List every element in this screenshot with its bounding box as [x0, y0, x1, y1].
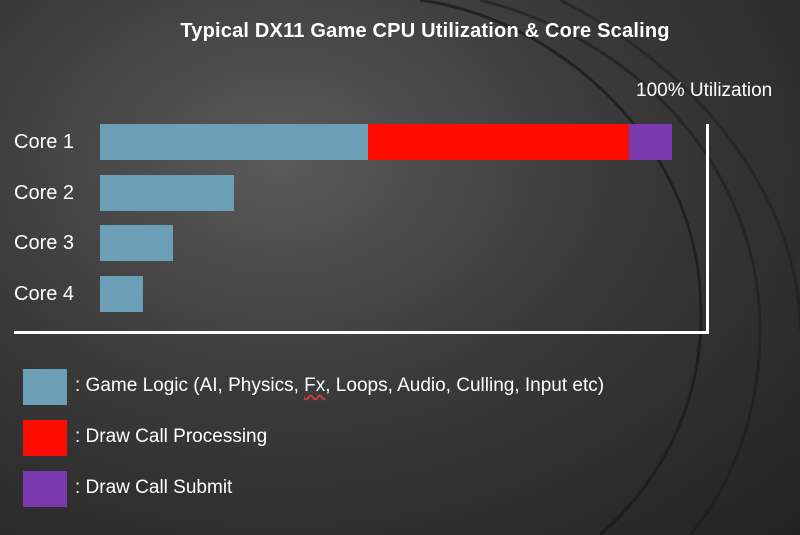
bar-core-1-game-logic — [100, 124, 368, 160]
legend-label-game-logic-suffix: , Loops, Audio, Culling, Input etc) — [325, 375, 605, 396]
bar-core-3-game-logic — [100, 225, 173, 261]
bar-core-2-game-logic — [100, 175, 234, 211]
legend-label-fx: Fx — [304, 375, 326, 396]
bar-core-1-draw-call-submit — [628, 124, 672, 160]
chart-title: Typical DX11 Game CPU Utilization & Core… — [180, 20, 670, 42]
bar-core-4-game-logic — [100, 276, 143, 312]
bar-core-1-draw-call-processing — [367, 124, 629, 160]
core-3-label: Core 3 — [14, 232, 75, 254]
legend-swatch-draw-call-submit — [23, 471, 67, 507]
legend-swatch-game-logic — [23, 369, 67, 405]
core-2-label: Core 2 — [14, 182, 75, 204]
legend-label-game-logic-prefix: : Game Logic (AI, Physics, — [75, 375, 305, 396]
max-utilization-line — [706, 124, 709, 334]
max-utilization-label: 100% Utilization — [636, 80, 773, 101]
legend-label-draw-call-processing: : Draw Call Processing — [75, 426, 268, 447]
legend-swatch-draw-call-processing — [23, 420, 67, 456]
legend-label-game-logic: : Game Logic (AI, Physics, Fx, Loops, Au… — [75, 375, 604, 397]
core-4-label: Core 4 — [14, 283, 75, 305]
legend-label-draw-call-submit: : Draw Call Submit — [75, 477, 233, 498]
core-1-label: Core 1 — [14, 131, 75, 153]
x-axis-line — [14, 331, 709, 334]
